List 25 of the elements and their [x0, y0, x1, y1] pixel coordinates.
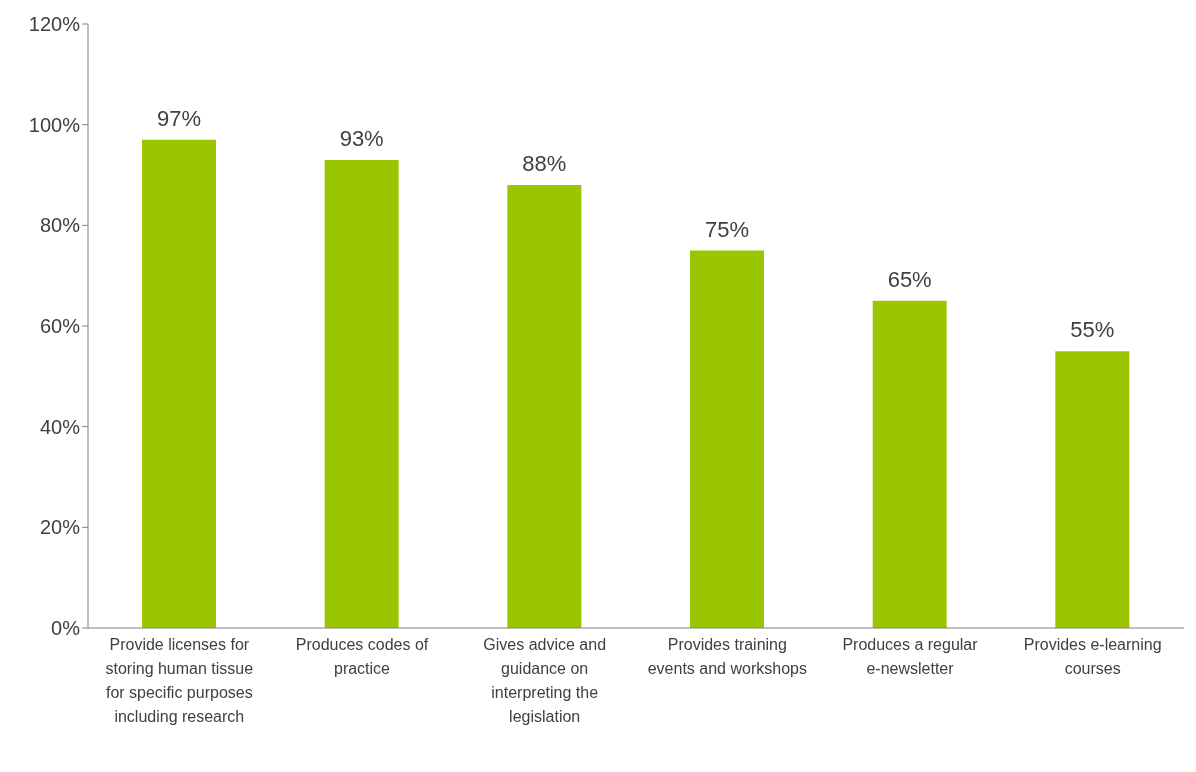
y-tick-label: 80%: [39, 214, 81, 237]
x-tick-label: Produces a regular e-newsletter: [842, 636, 979, 677]
x-tick-label: Gives advice and guidance on interpreting the legislation: [483, 636, 607, 725]
data-label: 93%: [339, 125, 384, 151]
y-tick-label: 120%: [28, 13, 81, 36]
x-tick-label: Provides e-learning courses: [1023, 636, 1162, 677]
data-label: 55%: [1070, 317, 1115, 343]
bar: [690, 250, 764, 628]
data-label: 97%: [156, 105, 202, 131]
data-label: 88%: [522, 151, 567, 177]
x-tick-label: Produces codes of practice: [295, 636, 429, 677]
x-tick-label: Provide licenses for storing human tissue for specific purposes including research: [105, 636, 254, 725]
x-tick-label: Provides training events and workshops: [647, 636, 807, 677]
bar: [324, 159, 399, 628]
data-label: 75%: [704, 216, 750, 242]
y-tick-label: 100%: [28, 113, 81, 136]
bar: [507, 185, 582, 628]
bar: [1055, 351, 1130, 628]
y-tick-label: 20%: [39, 516, 81, 539]
bar: [872, 300, 947, 628]
y-tick-label: 0%: [51, 617, 81, 640]
y-tick-label: 40%: [39, 415, 81, 438]
data-label: 65%: [887, 266, 932, 292]
y-tick-label: 60%: [39, 315, 81, 338]
bar: [142, 139, 216, 628]
